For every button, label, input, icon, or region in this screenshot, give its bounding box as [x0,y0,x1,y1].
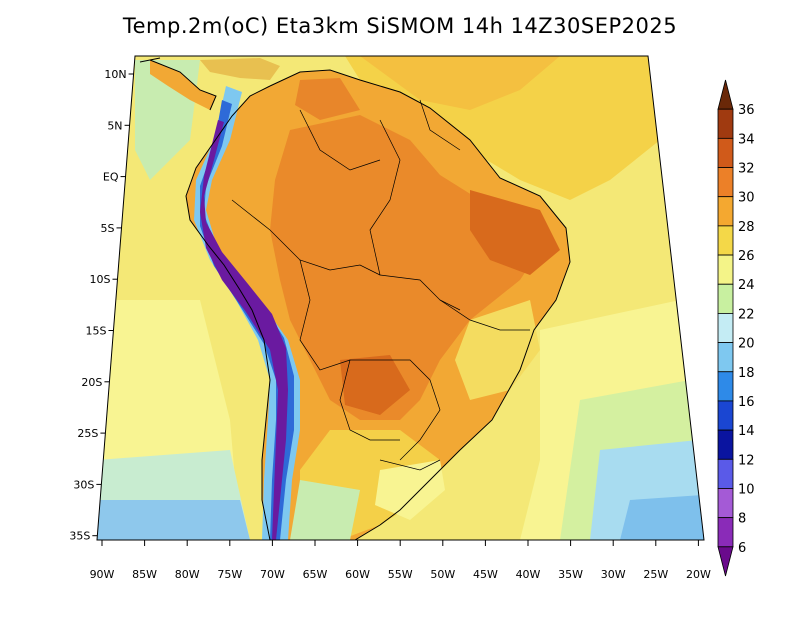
coastlines [139,57,571,540]
longitude-label: 55W [388,568,413,581]
longitude-label: 30W [601,568,626,581]
longitude-label: 65W [303,568,328,581]
colorbar-swatch [717,283,734,314]
colorbar-swatch [717,458,734,489]
latitude-label: 5N [107,119,122,132]
colorbar-label: 6 [738,541,746,556]
colorbar-swatch [717,400,734,431]
latitude-label: 5S [101,222,115,235]
colorbar-label: 32 [738,162,755,177]
temperature-field [97,56,704,540]
country-borders [231,99,530,471]
colorbar-min-triangle [717,546,734,577]
latitude-label: 10N [104,68,126,81]
colorbar-label: 28 [738,220,755,235]
colorbar-swatch [717,254,734,285]
colorbar-swatch [717,167,734,198]
colorbar-label: 12 [738,453,755,468]
colorbar-label: 22 [738,307,755,322]
longitude-label: 35W [558,568,583,581]
longitude-label: 60W [345,568,370,581]
colorbar-label: 20 [738,337,755,352]
longitude-label: 70W [260,568,285,581]
colorbar-label: 34 [738,132,755,147]
latitude-axis: 10N 5N EQ 5S 10S 15S 20S 25S 30S 35S [69,68,134,543]
latitude-label: 35S [69,530,90,543]
longitude-axis: 90W 85W 80W 75W 70W 65W 60W 55W 50W 45W 40W 35W 30W 2… [90,540,711,581]
colorbar-swatch [717,313,734,343]
longitude-label: 75W [217,568,242,581]
colorbar-swatch [717,517,734,548]
colorbar-swatch [717,342,734,373]
longitude-label: 25W [643,568,668,581]
colorbar-swatch [717,137,734,168]
colorbar-label: 36 [738,103,755,118]
colorbar-label: 16 [738,395,755,410]
longitude-label: 80W [175,568,200,581]
longitude-label: 45W [473,568,498,581]
colorbar-label: 14 [738,424,755,439]
latitude-label: 10S [89,273,110,286]
colorbar-label: 24 [738,278,755,293]
longitude-label: 85W [132,568,157,581]
colorbar-swatch [717,196,734,227]
latitude-label: 30S [73,478,94,491]
colorbar-swatch [717,225,734,256]
colorbar: 6 8 10 12 14 16 18 20 22 24 26 28 30 32 34 36 [717,79,755,577]
map-frame [96,55,705,541]
longitude-label: 20W [686,568,711,581]
colorbar-label: 18 [738,366,755,381]
latitude-label: EQ [103,171,119,184]
colorbar-label: 10 [738,482,755,497]
longitude-label: 50W [430,568,455,581]
latitude-label: 20S [81,376,102,389]
colorbar-label: 8 [738,512,746,527]
latitude-label: 15S [85,325,106,338]
latitude-label: 25S [77,427,98,440]
colorbar-max-triangle [717,79,734,110]
colorbar-label: 26 [738,249,755,264]
colorbar-label: 30 [738,191,755,206]
longitude-label: 90W [90,568,115,581]
longitude-label: 40W [516,568,541,581]
colorbar-swatch [717,108,734,139]
colorbar-swatch [717,371,734,402]
colorbar-swatch [717,429,734,460]
map-title: Temp.2m(oC) Eta3km SiSMOM 14h 14Z30SEP20… [122,14,678,38]
colorbar-swatch [717,488,734,519]
